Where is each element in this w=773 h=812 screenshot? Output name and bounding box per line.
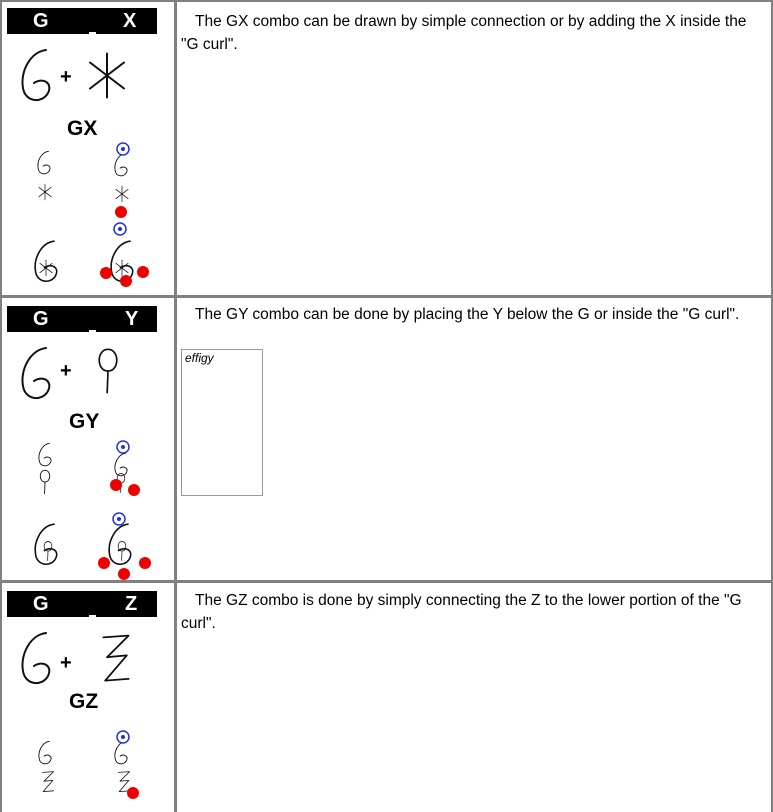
letter: G xyxy=(33,593,49,615)
header-bar: G Y xyxy=(7,306,157,332)
border xyxy=(771,0,773,812)
divider xyxy=(0,295,773,298)
letter: Y xyxy=(125,308,139,330)
description: The GY combo can be done by placing the … xyxy=(195,306,740,323)
plus: + xyxy=(60,652,72,674)
plus: + xyxy=(60,360,72,382)
letter: G xyxy=(33,10,49,32)
letter: G xyxy=(33,308,49,330)
figure-caption: effigy xyxy=(185,351,214,365)
border xyxy=(0,0,2,812)
combo-label: GZ xyxy=(69,690,99,713)
combo-label: GY xyxy=(69,410,100,433)
description: The GX combo can be drawn by simple conn… xyxy=(181,13,747,53)
header-bar: G X xyxy=(7,8,157,34)
border xyxy=(0,0,773,2)
figure: effigy xyxy=(181,349,263,496)
glyphs xyxy=(21,48,151,799)
combo-label: GX xyxy=(67,117,98,140)
divider xyxy=(0,580,773,583)
plus: + xyxy=(60,66,72,88)
header-bar: G Z xyxy=(7,591,157,617)
letter: X xyxy=(123,10,137,32)
letter: Z xyxy=(125,593,138,615)
description: The GZ combo is done by simply connectin… xyxy=(181,592,742,632)
divider xyxy=(174,0,177,812)
